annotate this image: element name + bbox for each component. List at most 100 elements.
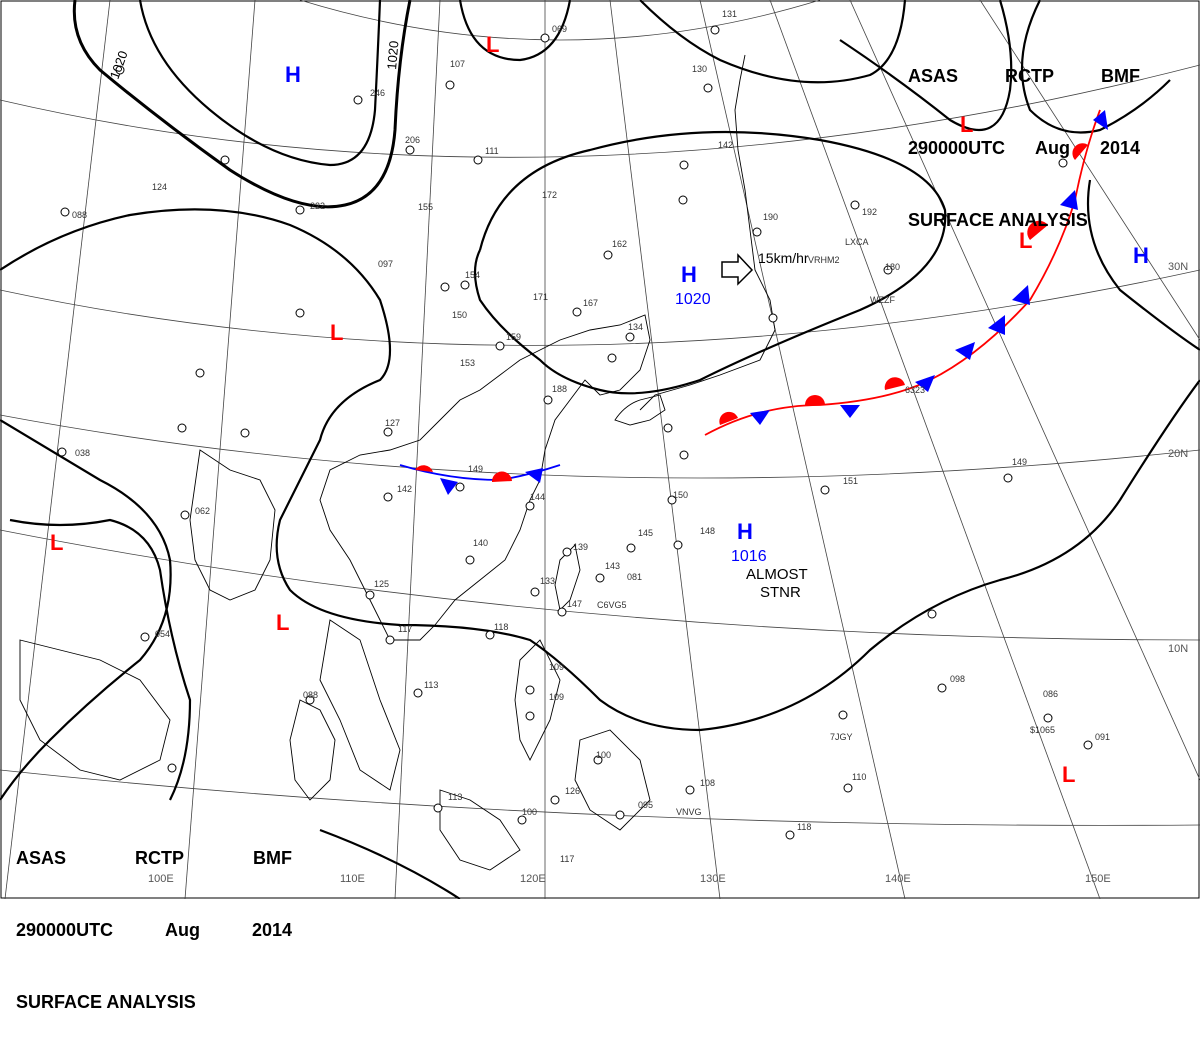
- station-value: 150: [673, 490, 688, 500]
- high-central-1: 1020: [675, 291, 711, 308]
- ship-id: 7JGY: [830, 732, 853, 742]
- station-value: 149: [1012, 457, 1027, 467]
- lat-label-10n: 10N: [1168, 643, 1188, 655]
- code-label: BMF: [252, 848, 292, 868]
- parallel-50n: [299, 0, 821, 41]
- isobar-1020-north: [72, 0, 412, 209]
- isobar-east: [1086, 179, 1200, 351]
- lon-label-150e: 150E: [1085, 873, 1111, 885]
- station-value: 113: [448, 792, 462, 802]
- graticule: [0, 0, 1200, 899]
- isobar-north-small: [458, 0, 572, 62]
- ship-id: VNVG: [676, 807, 702, 817]
- ship-id: LXCA: [845, 237, 869, 247]
- coastlines: [19, 54, 776, 871]
- station-value: 088: [303, 690, 318, 700]
- parallel-20n: [0, 414, 1200, 479]
- isobar-north-east: [639, 0, 907, 84]
- station-value: 151: [843, 476, 858, 486]
- station-value: 088: [72, 210, 87, 220]
- station-value: 142: [718, 140, 733, 150]
- station-markers: [57, 25, 1093, 840]
- station-value: 188: [552, 384, 567, 394]
- station-value: 167: [583, 298, 598, 308]
- title-block-top: ASAS RCTP BMF 290000UTC Aug 2014 SURFACE…: [908, 16, 1140, 256]
- station-value: 131: [722, 9, 737, 19]
- china-coast: [319, 314, 651, 641]
- luzon-coast: [514, 639, 561, 762]
- station-value: 190: [763, 212, 778, 222]
- station-value: 144: [530, 492, 545, 502]
- station-value: 162: [612, 239, 627, 249]
- station-value: 038: [75, 448, 90, 458]
- ship-id: C6VG5: [597, 600, 627, 610]
- station-value: 117: [560, 854, 574, 864]
- station-value: 062: [195, 506, 210, 516]
- meridian-130e: [609, 0, 721, 899]
- station-value: 149: [468, 464, 483, 474]
- station-value: 109: [549, 692, 564, 702]
- isobars: [0, 0, 1200, 899]
- year-label: 2014: [251, 920, 292, 940]
- lon-label-100e: 100E: [148, 873, 174, 885]
- product-label: SURFACE ANALYSIS: [908, 210, 1088, 230]
- agency-label: ASAS: [16, 848, 67, 868]
- motion-label: 15km/hr: [758, 250, 809, 266]
- meridian-160e: [849, 0, 1200, 781]
- station-value: 091: [1095, 732, 1110, 742]
- station-value: 150: [452, 310, 467, 320]
- station-value: 118: [797, 822, 811, 832]
- station-value: 124: [152, 182, 167, 192]
- station-value: 108: [700, 778, 715, 788]
- ship-id: WZZF: [870, 295, 895, 305]
- malay-coast: [289, 699, 336, 801]
- valid-time-label: 290000UTC: [16, 920, 114, 940]
- station-value: 134: [628, 322, 643, 332]
- high-note-2: STNR: [760, 584, 801, 601]
- station-value: 069: [552, 24, 567, 34]
- station-value: 172: [542, 190, 557, 200]
- map-labels: H H 1020 H 1016 H ALMOST STNR 15km/hr L …: [50, 32, 1188, 885]
- station-value: 113: [424, 680, 438, 690]
- isobar-southwest: [0, 419, 172, 801]
- high-symbol-east: H: [1133, 243, 1149, 268]
- station-value: 097: [378, 259, 393, 269]
- parallel-10n: [0, 529, 1200, 641]
- station-value: 081: [627, 572, 642, 582]
- station-value: 100: [596, 750, 611, 760]
- title-block-bottom: ASAS RCTP BMF 290000UTC Aug 2014 SURFACE…: [16, 798, 292, 1038]
- station-value: 086: [1043, 689, 1058, 699]
- title-row-2: 290000UTC Aug 2014: [908, 136, 1140, 160]
- station-value: 127: [385, 418, 400, 428]
- station-value: 110: [852, 772, 866, 782]
- high-symbol-pacific: H: [737, 519, 753, 544]
- station-value: 143: [605, 561, 620, 571]
- ship-id: VRHM2: [808, 255, 840, 265]
- isobar-ne: [1020, 0, 1171, 134]
- lon-label-130e: 130E: [700, 873, 726, 885]
- isobar-sw-inner: [9, 518, 192, 801]
- korea-coast: [614, 394, 666, 426]
- station-value: 206: [405, 135, 420, 145]
- low-symbol-india: L: [50, 530, 63, 555]
- product-label: SURFACE ANALYSIS: [16, 992, 196, 1012]
- isobar-1020-high: [473, 130, 947, 395]
- low-symbol-north: L: [486, 32, 499, 57]
- station-value: 117: [398, 624, 412, 634]
- high-central-2: 1016: [731, 548, 767, 565]
- station-value: 095: [638, 800, 653, 810]
- station-value: 192: [862, 207, 877, 217]
- isobar-north-inner: [138, 0, 382, 167]
- station-value: 111: [485, 146, 499, 156]
- parallel-30n: [0, 269, 1200, 346]
- southwest-coast: [19, 639, 171, 781]
- station-value: 140: [473, 538, 488, 548]
- parallel-0: [0, 769, 1200, 826]
- lat-label-20n: 20N: [1168, 448, 1188, 460]
- motion-arrow: [721, 253, 754, 286]
- meridian-110e: [394, 0, 441, 899]
- station-value: 130: [692, 64, 707, 74]
- station-label: RCTP: [135, 848, 184, 868]
- station-value: 107: [450, 59, 465, 69]
- taiwan-coast: [554, 544, 581, 611]
